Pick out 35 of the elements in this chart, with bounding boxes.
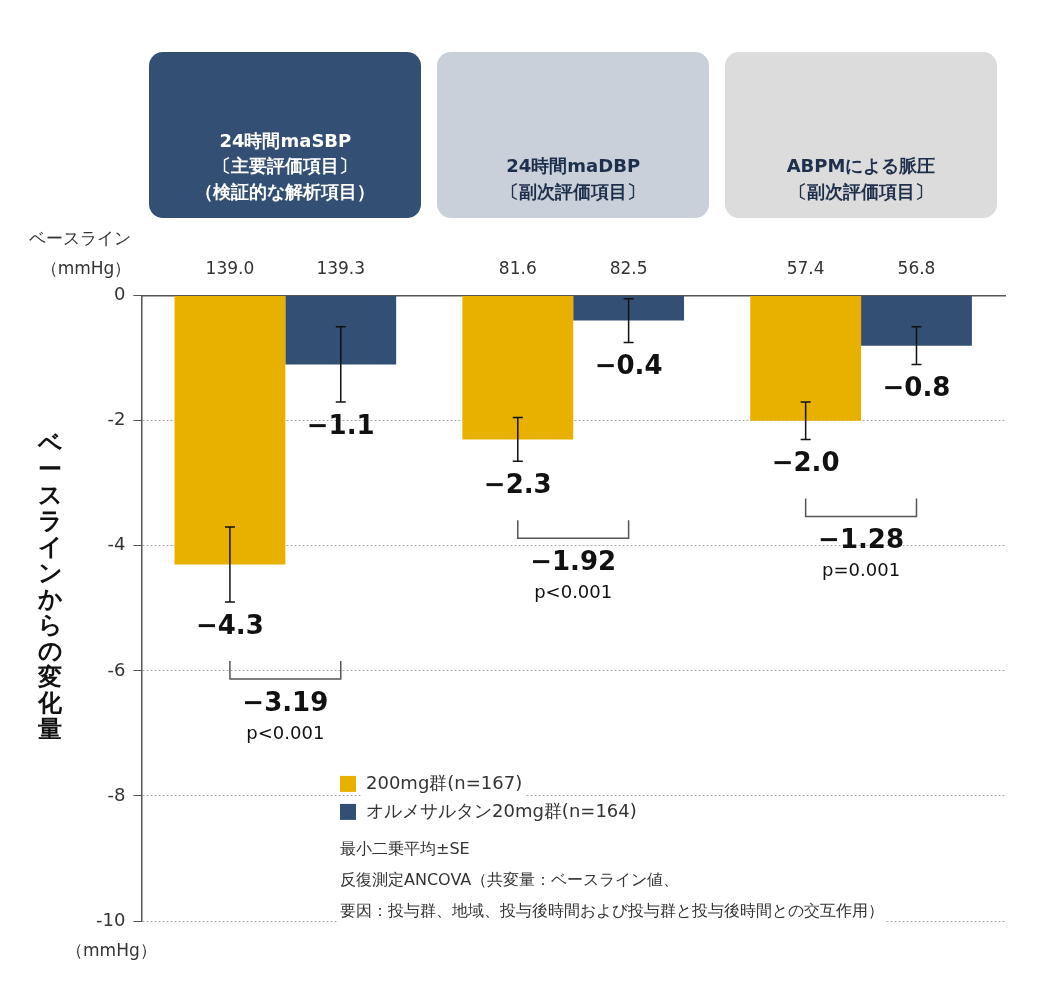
data-label: −2.3	[483, 469, 552, 500]
legend-label: オルメサルタン20mg群(n=164)	[366, 799, 637, 821]
y-tick-label: -8	[107, 783, 126, 805]
annotation: 反復測定ANCOVA（共変量：ベースライン値、	[340, 870, 680, 890]
y-tick-label: -10	[95, 908, 126, 930]
x-tick-label: ABPMによる脈圧〔副次評価項目〕	[786, 155, 936, 202]
text: 57.4	[786, 257, 825, 278]
data-label: −0.4	[594, 350, 663, 381]
text: 81.6	[498, 257, 537, 278]
y-tick-label: -6	[107, 658, 126, 680]
text: ベースライン（mmHg）	[29, 227, 132, 278]
annotation: p<0.001	[246, 721, 325, 743]
data-label: −0.8	[882, 372, 951, 403]
text: ベースラインからの変化量	[38, 429, 63, 743]
text: 139.3	[316, 257, 366, 278]
annotation: p<0.001	[534, 581, 613, 602]
y-tick-label: 0	[113, 283, 126, 305]
text: 139.0	[205, 257, 255, 278]
data-label: −4.3	[196, 609, 264, 640]
annotation: 要因：投与群、地域、投与後時間および投与群と投与後時間との交互作用）	[340, 901, 884, 921]
data-label: −1.1	[306, 409, 375, 440]
annotation: 最小二乗平均±SE	[340, 839, 470, 859]
text: 82.5	[609, 257, 648, 278]
text: （mmHg）	[66, 940, 157, 960]
data-label: −2.0	[771, 447, 840, 478]
y-tick-label: -2	[107, 408, 126, 430]
annotation: p=0.001	[822, 559, 901, 581]
text: 56.8	[897, 257, 936, 278]
legend-label: 200mg群(n=167)	[366, 771, 523, 793]
annotation: −3.19	[242, 686, 329, 717]
x-tick-label: 24時間maSBP〔主要評価項目〕（検証的な解析項目）	[195, 130, 376, 202]
y-tick-label: -4	[107, 533, 126, 555]
annotation: −1.28	[818, 524, 905, 555]
x-tick-label: 24時間maDBP〔副次評価項目〕	[501, 155, 646, 202]
annotation: −1.92	[530, 546, 617, 577]
